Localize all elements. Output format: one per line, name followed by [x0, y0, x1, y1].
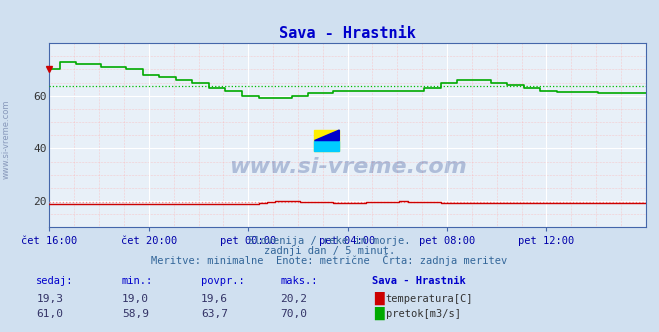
- Polygon shape: [314, 130, 339, 140]
- Text: povpr.:: povpr.:: [201, 276, 244, 286]
- Bar: [314, 130, 339, 151]
- Text: www.si-vreme.com: www.si-vreme.com: [229, 157, 467, 177]
- Text: 20,2: 20,2: [280, 294, 307, 304]
- Text: 19,3: 19,3: [36, 294, 63, 304]
- Text: min.:: min.:: [122, 276, 153, 286]
- Text: 19,0: 19,0: [122, 294, 149, 304]
- Text: █: █: [374, 292, 384, 305]
- Text: temperatura[C]: temperatura[C]: [386, 294, 473, 304]
- Text: sedaj:: sedaj:: [36, 276, 74, 286]
- Text: pretok[m3/s]: pretok[m3/s]: [386, 309, 461, 319]
- Text: Slovenija / reke in morje.: Slovenija / reke in morje.: [248, 236, 411, 246]
- Text: Meritve: minimalne  Enote: metrične  Črta: zadnja meritev: Meritve: minimalne Enote: metrične Črta:…: [152, 254, 507, 266]
- Text: 61,0: 61,0: [36, 309, 63, 319]
- Bar: [314, 140, 339, 151]
- Text: zadnji dan / 5 minut.: zadnji dan / 5 minut.: [264, 246, 395, 256]
- Title: Sava - Hrastnik: Sava - Hrastnik: [279, 26, 416, 41]
- Text: 58,9: 58,9: [122, 309, 149, 319]
- Text: maks.:: maks.:: [280, 276, 318, 286]
- Text: 19,6: 19,6: [201, 294, 228, 304]
- Text: 70,0: 70,0: [280, 309, 307, 319]
- Text: 63,7: 63,7: [201, 309, 228, 319]
- Text: Sava - Hrastnik: Sava - Hrastnik: [372, 276, 466, 286]
- Text: www.si-vreme.com: www.si-vreme.com: [2, 100, 11, 179]
- Text: █: █: [374, 307, 384, 320]
